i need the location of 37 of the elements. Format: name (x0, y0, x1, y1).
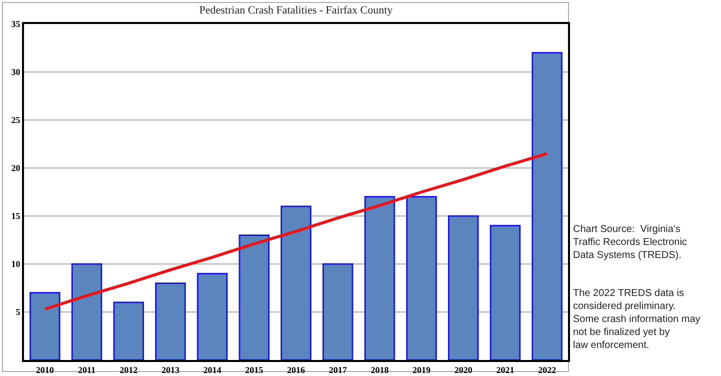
bar (406, 196, 437, 360)
y-tick-label: 25 (11, 115, 21, 126)
bar (113, 302, 144, 360)
x-tick-label: 2020 (454, 364, 473, 375)
x-tick-label: 2019 (412, 364, 432, 375)
y-tick-label: 30 (11, 67, 21, 78)
x-tick-label: 2012 (120, 364, 138, 375)
x-tick-label: 2022 (538, 364, 557, 375)
bar (364, 196, 396, 360)
x-tick-label: 2021 (496, 364, 515, 375)
text: The 2022 TREDS data is considered preliminary. Some crash information may not be finalized yet by law enforcement. (573, 288, 700, 351)
y-tick-label: 10 (11, 259, 21, 270)
line-series (43, 152, 549, 311)
x-tick-label: 2015 (245, 364, 264, 375)
x-tick-label: 2013 (161, 364, 180, 375)
y-tick-label: 5 (16, 307, 21, 318)
bar (238, 234, 270, 360)
bar (448, 215, 479, 360)
text: Chart Source: Virginia's Traffic Records Electronic Data Systems (TREDS). (573, 224, 687, 261)
chart-title: Pedestrian Crash Fatalities - Fairfax County (199, 4, 394, 16)
bar (532, 52, 562, 360)
x-tick-label: 2010 (36, 364, 54, 375)
bar (155, 282, 186, 360)
bar (71, 263, 102, 360)
bar (280, 206, 312, 360)
bar (490, 224, 521, 360)
x-tick-label: 2011 (78, 364, 96, 375)
bar (196, 272, 228, 360)
y-tick-label: 15 (11, 211, 21, 222)
x-tick-label: 2018 (370, 364, 390, 375)
y-tick-label: 20 (11, 163, 21, 174)
x-tick-label: 2016 (287, 364, 306, 375)
x-tick-label: 2014 (203, 364, 222, 375)
bar (322, 263, 354, 360)
x-tick-label: 2017 (328, 364, 348, 375)
bar (30, 292, 60, 360)
y-tick-label: 35 (11, 19, 21, 30)
